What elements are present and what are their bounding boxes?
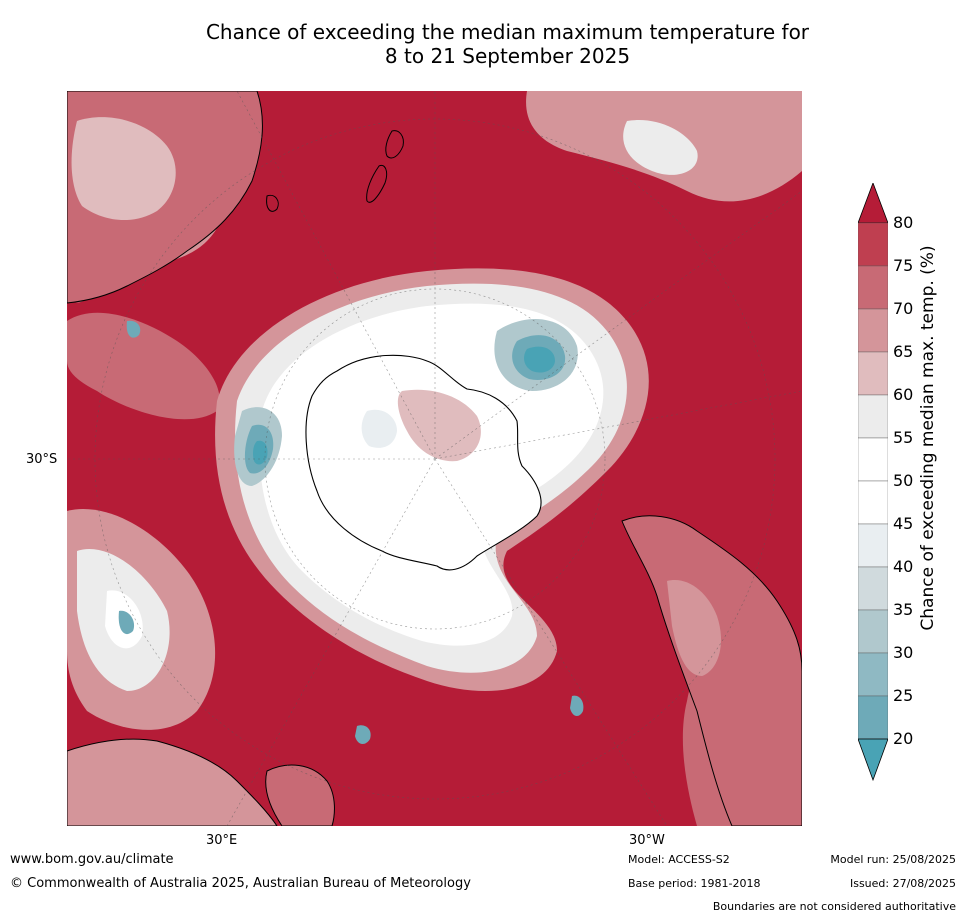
colorbar-tick-label: 40: [893, 557, 914, 576]
colorbar-tick-label: 30: [893, 643, 914, 662]
colorbar-segment: [857, 652, 889, 697]
colorbar-segments: [857, 222, 889, 740]
new-zealand: [366, 130, 404, 203]
low-probability-patches: [126, 319, 584, 745]
map-panel: [67, 91, 802, 826]
colorbar: [857, 181, 889, 783]
colorbar-swatches: [857, 181, 889, 782]
map-title-line1: Chance of exceeding the median maximum t…: [205, 20, 810, 44]
longitude-label-east: 30°E: [206, 833, 238, 848]
colorbar-tick-label: 55: [893, 428, 914, 447]
colorbar-segment: [857, 308, 889, 353]
colorbar-tick-label: 70: [893, 299, 914, 318]
model-run-text: Model run: 25/08/2025: [830, 853, 956, 866]
colorbar-upper-arrow: [857, 181, 889, 224]
colorbar-segment: [857, 523, 889, 568]
colorbar-tick-label: 35: [893, 600, 914, 619]
colorbar-tick-label: 80: [893, 213, 914, 232]
probability-map: [67, 91, 802, 826]
colorbar-segment: [857, 609, 889, 654]
antarctica: [305, 354, 542, 571]
australia: [67, 91, 279, 304]
south-america: [621, 515, 802, 826]
colorbar-tick-label: 60: [893, 385, 914, 404]
colorbar-segment: [857, 394, 889, 439]
colorbar-lower-arrow: [857, 738, 889, 782]
map-title: Chance of exceeding the median maximum t…: [0, 20, 965, 68]
model-text: Model: ACCESS-S2: [628, 853, 730, 866]
colorbar-segment: [857, 222, 889, 267]
colorbar-tick-label: 65: [893, 342, 914, 361]
website-text: www.bom.gov.au/climate: [10, 852, 174, 867]
colorbar-segment: [857, 437, 889, 482]
longitude-label-west: 30°W: [629, 833, 665, 848]
copyright-text: © Commonwealth of Australia 2025, Austra…: [10, 876, 471, 891]
africa: [67, 738, 335, 826]
boundaries-note: Boundaries are not considered authoritat…: [712, 900, 956, 913]
colorbar-segment: [857, 480, 889, 525]
issued-text: Issued: 27/08/2025: [849, 877, 956, 890]
colorbar-segment: [857, 265, 889, 310]
graticule: [67, 91, 802, 826]
base-period-text: Base period: 1981-2018: [628, 877, 761, 890]
latitude-label: 30°S: [26, 452, 58, 467]
colorbar-tick-label: 75: [893, 256, 914, 275]
colorbar-tick-label: 45: [893, 514, 914, 533]
colorbar-label-text: Chance of exceeding median max. temp. (%…: [918, 245, 938, 631]
colorbar-tick-label: 20: [893, 729, 914, 748]
colorbar-tick-label: 50: [893, 471, 914, 490]
colorbar-segment: [857, 566, 889, 611]
map-title-line2: 8 to 21 September 2025: [384, 44, 631, 68]
colorbar-segment: [857, 695, 889, 740]
colorbar-tick-label: 25: [893, 686, 914, 705]
colorbar-segment: [857, 351, 889, 396]
